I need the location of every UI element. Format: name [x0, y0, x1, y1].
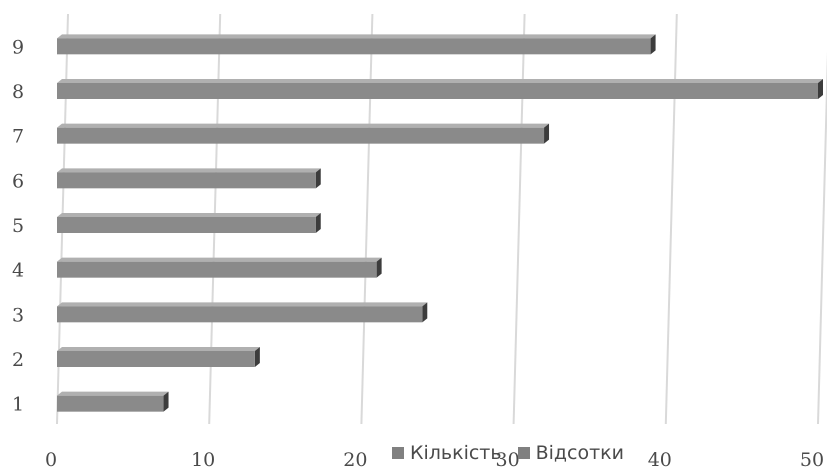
bar — [57, 217, 316, 233]
gridline — [360, 13, 374, 425]
x-tick-label: 0 — [45, 449, 57, 470]
bar-top-face — [57, 168, 321, 173]
legend-item-kilkist: Кількість — [392, 442, 502, 464]
x-tick-label: 40 — [648, 449, 672, 470]
bar-top-face — [57, 34, 656, 39]
legend-label-vidsotky: Відсотки — [535, 442, 624, 464]
bar-top-face — [57, 391, 169, 396]
gridline — [512, 13, 526, 425]
y-category-label: 1 — [12, 394, 24, 416]
legend: Кількість Відсотки — [392, 442, 624, 464]
gridline — [817, 51, 827, 425]
bar — [57, 395, 164, 412]
bar — [57, 83, 818, 99]
y-category-label: 9 — [12, 36, 24, 58]
x-tick-label: 10 — [191, 449, 215, 470]
bar-top-face — [57, 213, 321, 217]
x-tick-label: 50 — [800, 449, 824, 470]
bar-side-face — [650, 34, 656, 55]
bar — [57, 38, 651, 55]
y-category-label: 8 — [12, 81, 24, 103]
legend-label-kilkist: Кількість — [410, 442, 502, 464]
bar-side-face — [422, 302, 428, 323]
bar — [57, 351, 255, 367]
bar-top-face — [57, 347, 260, 351]
legend-swatch-kilkist — [392, 447, 404, 459]
bar — [57, 127, 545, 144]
bar — [57, 261, 377, 278]
gridline — [664, 13, 678, 425]
bar-side-face — [544, 123, 550, 144]
bar-top-face — [57, 123, 550, 128]
bar-top-face — [57, 302, 428, 307]
bar-side-face — [315, 168, 321, 189]
bar-top-face — [57, 257, 382, 262]
bar-top-face — [57, 79, 823, 83]
y-category-label: 7 — [12, 126, 24, 148]
bar — [57, 306, 423, 323]
bar — [57, 172, 316, 189]
y-category-label: 4 — [12, 260, 24, 282]
y-category-label: 5 — [12, 215, 24, 237]
legend-item-vidsotky: Відсотки — [517, 442, 624, 464]
bar-side-face — [163, 391, 169, 412]
x-tick-label: 20 — [343, 449, 367, 470]
x-tick-label: 30 — [496, 449, 520, 470]
y-category-label: 6 — [12, 170, 24, 192]
bar-side-face — [376, 257, 382, 278]
y-category-label: 2 — [12, 349, 24, 371]
bar-side-face — [818, 79, 823, 99]
bar-side-face — [315, 213, 321, 233]
legend-swatch-vidsotky — [517, 447, 530, 459]
bar-side-face — [254, 347, 260, 367]
y-category-label: 3 — [12, 304, 24, 326]
